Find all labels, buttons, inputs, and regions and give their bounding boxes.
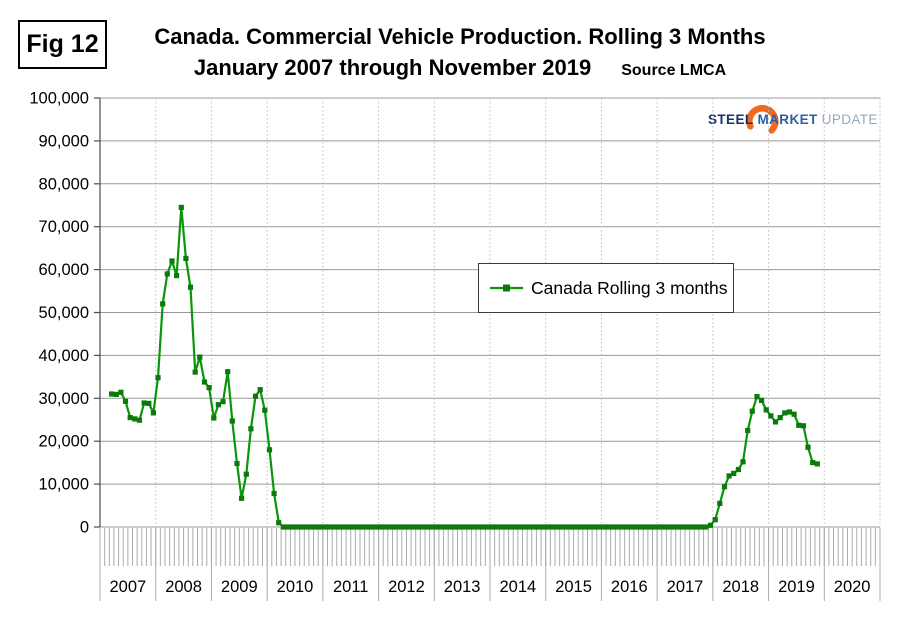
legend: Canada Rolling 3 months	[478, 263, 734, 313]
svg-text:2009: 2009	[221, 578, 258, 596]
svg-text:2020: 2020	[834, 578, 871, 596]
x-axis-labels: 2007 2008 2009 2010 2011 2012 2013 2014 2015 2016…	[109, 578, 870, 596]
legend-series-label: Canada Rolling 3 months	[531, 277, 728, 298]
svg-text:80,000: 80,000	[39, 175, 89, 193]
svg-text:30,000: 30,000	[39, 390, 89, 408]
source-label: Source LMCA	[621, 62, 727, 79]
x-axis-ticks	[99, 528, 881, 601]
logo-word-market: MARKET	[757, 112, 818, 127]
chart-subtitle: January 2007 through November 2019	[193, 55, 592, 80]
svg-text:2013: 2013	[444, 578, 481, 596]
svg-text:60,000: 60,000	[39, 261, 89, 279]
steel-market-update-logo: STEEL MARKET UPDATE	[700, 99, 877, 139]
svg-text:40,000: 40,000	[39, 347, 89, 365]
vertical-year-gridlines	[155, 98, 881, 527]
svg-text:2018: 2018	[722, 578, 759, 596]
y-axis-labels: 0 10,000 20,000 30,000 40,000 50,000 60,000 70,…	[29, 90, 89, 537]
svg-text:2017: 2017	[667, 578, 704, 596]
logo-word-update: UPDATE	[821, 112, 878, 127]
svg-text:2012: 2012	[388, 578, 425, 596]
svg-text:20,000: 20,000	[39, 433, 89, 451]
svg-text:100,000: 100,000	[29, 90, 89, 108]
logo-wordmark: STEEL MARKET UPDATE	[708, 112, 878, 127]
svg-text:2011: 2011	[333, 578, 368, 596]
svg-text:2008: 2008	[165, 578, 202, 596]
svg-text:2010: 2010	[277, 578, 314, 596]
chart-title: Canada. Commercial Vehicle Production. R…	[154, 24, 766, 49]
y-axis	[94, 97, 101, 528]
chart-subtitle-row: January 2007 through November 2019 Sourc…	[105, 55, 815, 81]
svg-text:90,000: 90,000	[39, 132, 89, 150]
logo-swoosh-icon	[746, 105, 779, 134]
svg-text:50,000: 50,000	[39, 304, 89, 322]
svg-text:2016: 2016	[611, 578, 648, 596]
svg-text:2014: 2014	[499, 578, 536, 596]
svg-text:2019: 2019	[778, 578, 815, 596]
svg-text:0: 0	[80, 519, 89, 537]
series-canada-rolling-3-months	[109, 204, 820, 530]
legend-line-marker-icon	[490, 284, 523, 292]
svg-text:70,000: 70,000	[39, 218, 89, 236]
svg-text:2007: 2007	[109, 578, 146, 596]
logo-word-steel: STEEL	[708, 112, 754, 127]
svg-text:10,000: 10,000	[39, 476, 89, 494]
chart-header: Canada. Commercial Vehicle Production. R…	[105, 24, 815, 81]
figure-number-badge: Fig 12	[18, 20, 107, 69]
svg-text:2015: 2015	[555, 578, 592, 596]
